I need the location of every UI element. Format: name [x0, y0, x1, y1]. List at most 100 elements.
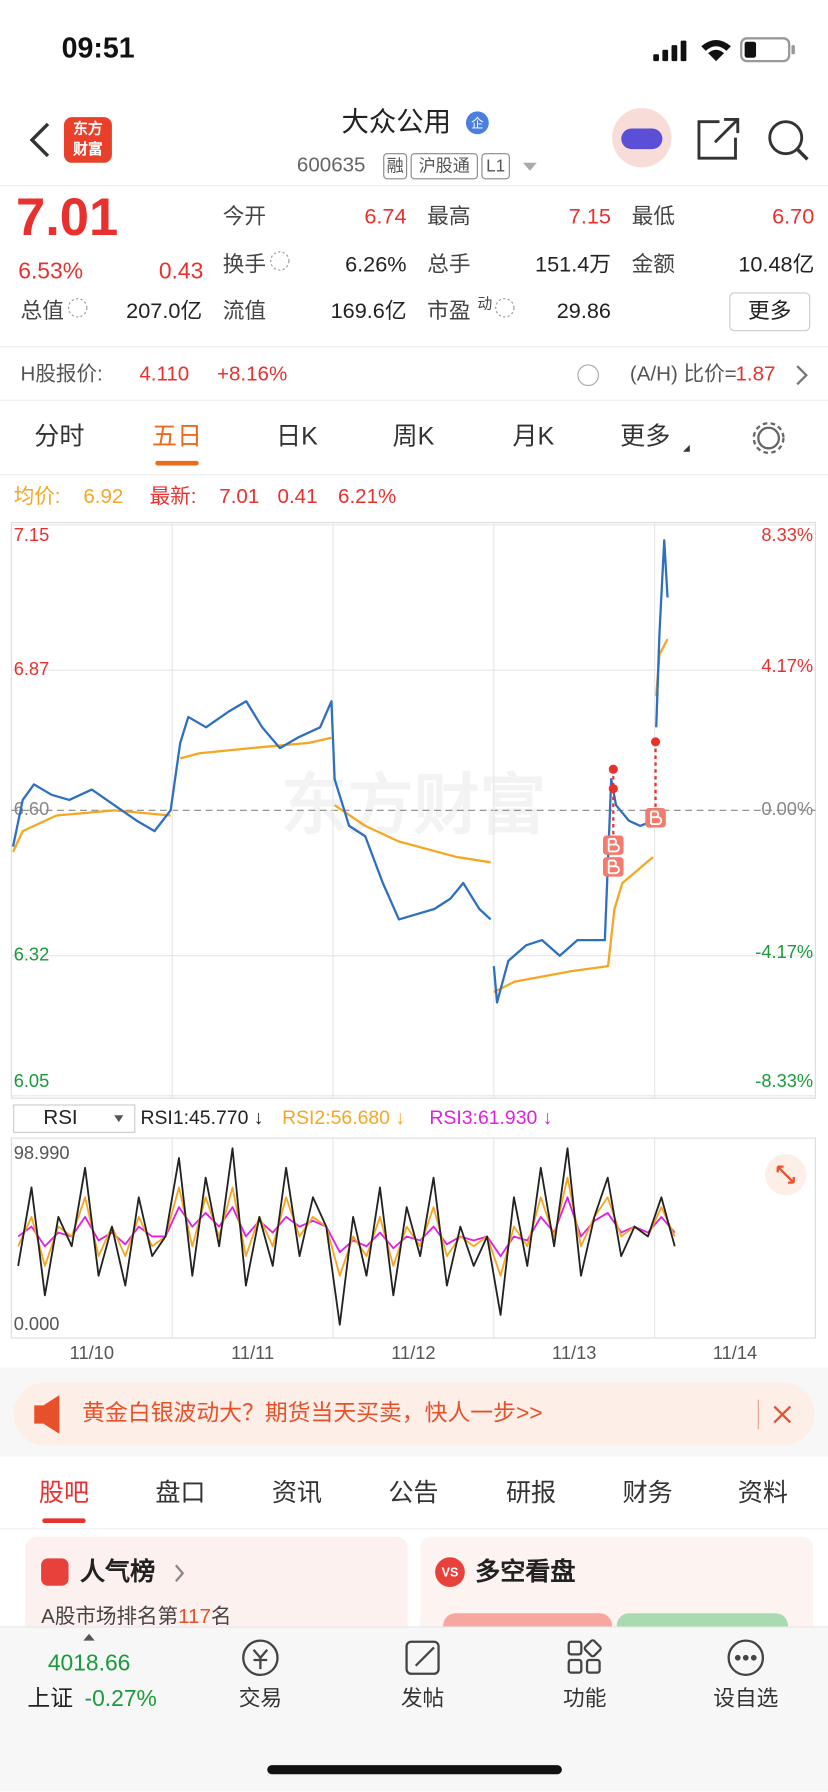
index-value[interactable]: 4018.66 — [48, 1650, 131, 1676]
rsi-legend: RSI2:56.680 ↓ — [282, 1107, 405, 1129]
tab-underline — [155, 460, 199, 466]
index-name[interactable]: 上证 — [27, 1685, 73, 1711]
bottom-nav — [0, 1626, 828, 1792]
sub-tab[interactable]: 财务 — [622, 1479, 672, 1507]
tag — [410, 153, 478, 180]
nav-arrow — [83, 1633, 95, 1641]
last-change: 0.41 — [278, 485, 318, 508]
back-button[interactable] — [29, 122, 50, 158]
field-label-sup: 动 — [477, 295, 492, 312]
last-change-pct: 6.21% — [338, 485, 396, 508]
sub-tab[interactable]: 资料 — [738, 1479, 788, 1507]
field-label: 流值 — [223, 298, 266, 323]
sub-tab[interactable]: 公告 — [388, 1479, 438, 1507]
average-line — [11, 638, 669, 994]
tab[interactable]: 周K — [392, 423, 434, 451]
nav-label[interactable]: 设自选 — [713, 1686, 778, 1711]
rsi-legend: RSI1:45.770 ↓ — [140, 1107, 263, 1129]
tag-text: L1 — [486, 155, 505, 175]
field-value: 6.26% — [345, 251, 407, 276]
date-label: 11/10 — [70, 1342, 114, 1363]
nav-icons — [242, 1639, 765, 1677]
vs-title[interactable]: 多空看盘 — [475, 1557, 575, 1586]
settings-gear — [752, 422, 785, 455]
settings-button[interactable] — [757, 426, 781, 450]
vs-icon — [435, 1557, 465, 1587]
home-indicator — [267, 1765, 562, 1775]
indicator-select[interactable] — [13, 1104, 136, 1133]
hot-card[interactable] — [25, 1536, 408, 1640]
last-price: 7.01 — [16, 188, 118, 247]
rsi-legend: RSI3:61.930 ↓ — [429, 1107, 552, 1129]
field-value: 207.0亿 — [126, 298, 202, 323]
help-icon[interactable] — [577, 364, 600, 387]
change-pct: 6.53% — [18, 257, 83, 283]
tab[interactable]: 日K — [276, 423, 318, 451]
banner-text[interactable]: 黄金白银波动大？期货当天买卖，快人一步>> — [82, 1400, 542, 1426]
avg-value: 6.92 — [83, 485, 123, 508]
banner-close[interactable] — [773, 1405, 792, 1424]
share-button[interactable] — [697, 117, 740, 160]
vs-icon-text: VS — [442, 1566, 459, 1580]
avatar-visor — [621, 128, 663, 150]
sub-tab[interactable]: 资讯 — [272, 1479, 322, 1507]
tag — [481, 153, 510, 180]
field-label: 换手 — [223, 251, 266, 276]
field-value: 6.74 — [364, 203, 406, 228]
status-time: 09:51 — [62, 32, 135, 64]
rsi-line — [17, 1196, 676, 1258]
ah-ratio-label: (A/H) 比价= — [630, 363, 737, 386]
indicator-name[interactable]: RSI — [43, 1106, 77, 1129]
tab[interactable]: 更多 — [620, 423, 670, 451]
more-button-label[interactable]: 更多 — [748, 298, 791, 323]
pct-tick-label: -4.17% — [755, 941, 813, 962]
date-label: 11/13 — [552, 1342, 596, 1363]
nav-label[interactable]: 发帖 — [401, 1686, 444, 1711]
banner[interactable] — [13, 1382, 815, 1446]
pct-tick-label: 0.00% — [761, 798, 813, 819]
nav-label[interactable]: 功能 — [563, 1686, 606, 1711]
field-value: 169.6亿 — [331, 298, 407, 323]
sub-tab[interactable]: 研报 — [506, 1479, 556, 1507]
y-tick-label: 6.05 — [14, 1070, 50, 1091]
y-tick-label: 7.15 — [14, 524, 50, 545]
field-value: 151.4万 — [535, 251, 611, 276]
field-value: 10.48亿 — [738, 251, 814, 276]
pct-tick-label: -8.33% — [755, 1070, 813, 1091]
field-label: 总手 — [427, 251, 470, 276]
status-icons — [653, 37, 795, 63]
pct-tick-label: 4.17% — [761, 655, 813, 676]
h-share-change: +8.16% — [217, 363, 287, 386]
field-label: 今开 — [223, 203, 266, 228]
field-label: 总值 — [21, 298, 64, 323]
last-label: 最新: — [150, 485, 197, 508]
dropdown-arrow[interactable] — [523, 162, 537, 171]
sub-tab[interactable]: 股吧 — [39, 1479, 89, 1507]
logo-text: 财富 — [73, 140, 103, 158]
hot-title[interactable]: 人气榜 — [80, 1557, 155, 1586]
tab[interactable]: 月K — [512, 423, 554, 451]
search-button[interactable] — [768, 120, 804, 156]
h-share-label: H股报价: — [21, 363, 103, 386]
field-value: 7.15 — [569, 203, 611, 228]
date-label: 11/11 — [231, 1342, 274, 1363]
index-change[interactable]: -0.27% — [85, 1685, 157, 1711]
nav-label[interactable]: 交易 — [239, 1686, 282, 1711]
ah-ratio: 1.87 — [735, 363, 775, 386]
stock-code: 600635 — [297, 154, 366, 177]
search-handle — [795, 147, 809, 161]
tab[interactable]: 五日 — [152, 423, 202, 451]
info-icon[interactable] — [495, 298, 515, 318]
chevron[interactable] — [796, 365, 808, 386]
rsi-tick-label: 98.990 — [14, 1142, 70, 1163]
hot-rank: A股市场排名第117名 — [41, 1605, 231, 1628]
tab[interactable]: 分时 — [34, 423, 84, 451]
date-label: 11/14 — [713, 1342, 757, 1363]
info-icon[interactable] — [67, 298, 88, 318]
sub-tab[interactable]: 盘口 — [155, 1479, 205, 1507]
sub-tab-underline — [42, 1518, 86, 1523]
more-button[interactable] — [729, 292, 811, 332]
info-icon[interactable] — [270, 251, 290, 271]
